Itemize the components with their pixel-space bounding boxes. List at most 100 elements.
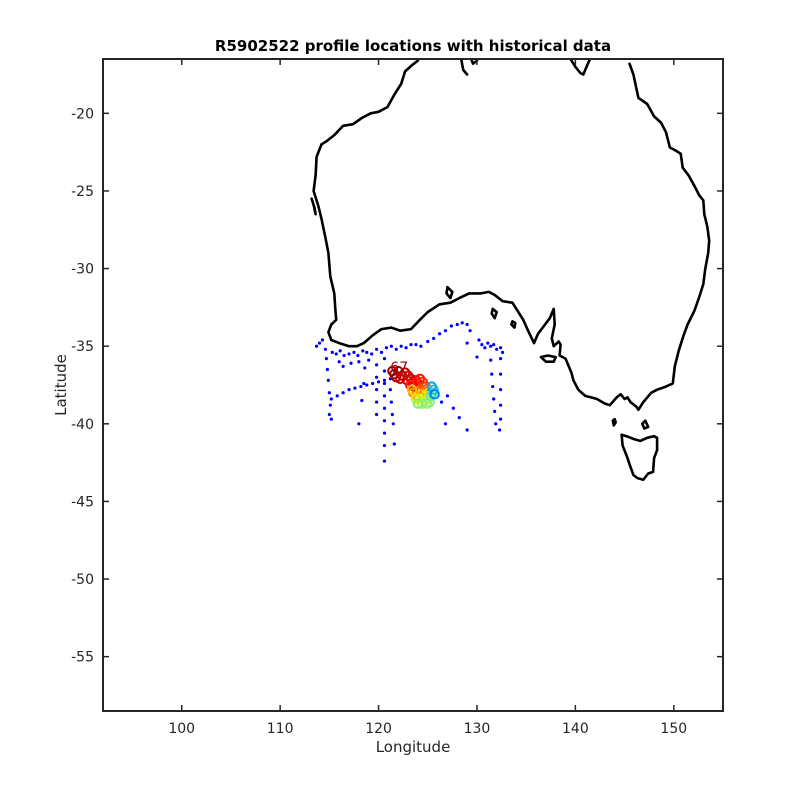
historical-point (465, 341, 469, 345)
historical-point (374, 400, 379, 404)
historical-point (492, 343, 496, 347)
coastline-segment (312, 62, 711, 412)
historical-point (498, 372, 503, 376)
coastline-segment (539, 354, 557, 363)
historical-point (460, 321, 464, 325)
y-tick-label: -30 (71, 262, 94, 278)
historical-point (493, 409, 497, 413)
historical-point (314, 344, 319, 348)
profile-point (387, 365, 398, 377)
historical-point (352, 350, 356, 354)
historical-point (491, 384, 495, 389)
coastline-segment (469, 59, 479, 65)
historical-point (477, 338, 481, 342)
historical-point (414, 343, 418, 347)
historical-point (382, 431, 387, 435)
historical-point (324, 357, 328, 361)
historical-point (490, 372, 494, 376)
y-tick-label: -50 (71, 572, 94, 588)
historical-point (365, 350, 369, 354)
historical-point (492, 397, 496, 401)
coastline-segment (459, 59, 469, 76)
historical-point (455, 322, 459, 327)
historical-point (391, 422, 395, 426)
historical-point (325, 367, 329, 372)
historical-point (382, 394, 387, 398)
historical-point (326, 378, 330, 382)
coastline-segment (320, 59, 420, 146)
x-tick-label: 150 (660, 721, 687, 737)
historical-point (349, 361, 353, 365)
coastline-segment (620, 433, 659, 481)
historical-point (409, 343, 413, 347)
historical-point (489, 344, 493, 348)
historical-point (357, 422, 361, 426)
historical-point (451, 406, 455, 410)
historical-point (335, 394, 339, 398)
historical-point (439, 400, 444, 404)
profile-point (406, 384, 418, 395)
historical-point (498, 428, 502, 432)
historical-point (379, 350, 384, 354)
coastline-segment (310, 197, 317, 216)
historical-point (338, 349, 342, 353)
y-axis-label: Latitude (52, 354, 70, 416)
historical-point (468, 329, 472, 333)
historical-point (341, 391, 345, 395)
coastline-segment (490, 307, 498, 320)
coastline-segment (611, 417, 617, 427)
historical-point (404, 346, 408, 350)
historical-point (437, 332, 442, 336)
historical-point (498, 403, 503, 407)
historical-point (374, 375, 379, 379)
historical-point (443, 329, 448, 333)
historical-point (363, 366, 367, 370)
x-axis-label: Longitude (376, 738, 451, 756)
historical-point (353, 386, 357, 390)
historical-point (392, 442, 396, 446)
historical-point (389, 344, 393, 348)
historical-point (498, 388, 503, 392)
historical-point (362, 381, 366, 386)
y-tick-label: -25 (71, 184, 94, 200)
historical-point (382, 443, 387, 448)
historical-point (341, 364, 345, 368)
historical-point (443, 422, 448, 426)
historical-point (374, 347, 379, 351)
historical-point (382, 378, 387, 382)
historical-point (445, 394, 450, 398)
profile-points-layer (387, 365, 440, 409)
historical-point (342, 353, 346, 358)
historical-point (327, 412, 331, 417)
plot-frame (102, 58, 724, 712)
historical-point (495, 347, 499, 351)
historical-point (465, 322, 469, 327)
y-axis-ticks: -20 -25 -30 -35 -40 -45 -50 -55 (71, 106, 723, 666)
historical-point (480, 343, 484, 347)
historical-point (489, 358, 493, 362)
historical-point (498, 417, 503, 421)
x-tick-label: 130 (464, 721, 491, 737)
profile-point (429, 389, 440, 400)
historical-point (328, 403, 332, 407)
historical-point (382, 369, 387, 373)
historical-point (382, 357, 387, 361)
x-axis-ticks: 100 110 120 130 140 150 (168, 59, 687, 737)
historical-point (329, 397, 333, 401)
coastline-segment (510, 320, 517, 329)
profile-point (424, 396, 435, 408)
historical-point (320, 338, 325, 342)
historical-point (457, 416, 461, 420)
historical-point (370, 352, 374, 356)
historical-point (360, 398, 364, 403)
y-tick-label: -55 (71, 650, 94, 666)
historical-point (394, 347, 398, 351)
historical-point (371, 381, 375, 386)
historical-point (374, 412, 379, 417)
historical-point (329, 417, 333, 421)
historical-point (498, 346, 503, 350)
historical-point (327, 391, 331, 395)
y-tick-label: -45 (71, 494, 94, 510)
historical-points-layer (314, 321, 505, 463)
historical-point (323, 347, 328, 351)
